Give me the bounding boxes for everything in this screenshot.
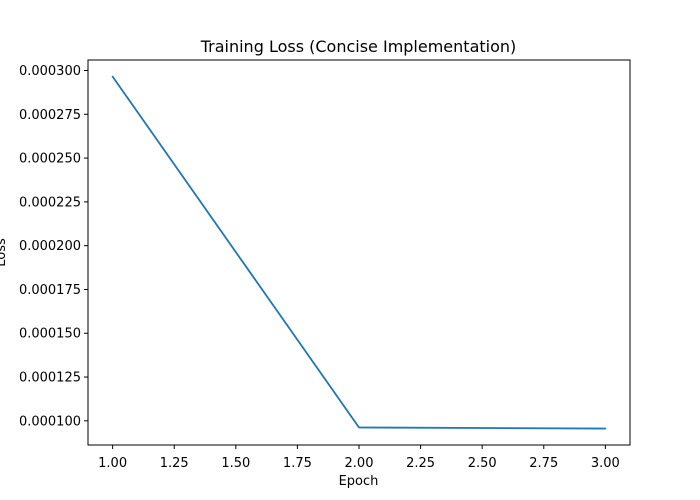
x-tick-label: 1.50: [221, 456, 250, 471]
y-tick-label: 0.000225: [19, 195, 81, 210]
x-tick-label: 2.75: [529, 456, 558, 471]
y-tick-label: 0.000300: [19, 64, 81, 79]
y-tick-label: 0.000250: [19, 152, 81, 167]
y-tick-label: 0.000100: [19, 414, 81, 429]
x-tick-label: 2.00: [345, 456, 374, 471]
y-axis: 0.000100 0.000125 0.000150 0.000175 0.000200…: [19, 64, 88, 429]
x-axis-label: Epoch: [339, 474, 379, 489]
y-tick-label: 0.000150: [19, 327, 81, 342]
x-tick-label: 2.25: [406, 456, 435, 471]
x-tick-label: 3.00: [591, 456, 620, 471]
y-tick-label: 0.000125: [19, 371, 81, 386]
axes-frame: [87, 59, 631, 446]
x-tick-label: 2.50: [468, 456, 497, 471]
x-tick-label: 1.75: [283, 456, 312, 471]
y-axis-label: Loss: [0, 238, 9, 267]
x-tick-label: 1.25: [160, 456, 189, 471]
y-tick-label: 0.000275: [19, 108, 81, 123]
x-tick-label: 1.00: [98, 456, 127, 471]
chart-title: Training Loss (Concise Implementation): [200, 37, 517, 56]
y-tick-label: 0.000175: [19, 283, 81, 298]
y-tick-label: 0.000200: [19, 239, 81, 254]
plot-area: [111, 75, 607, 430]
x-axis: 1.00 1.25 1.50 1.75 2.00 2.25 2.50 2.75 3.00: [98, 445, 620, 471]
series-line-0: [111, 75, 607, 430]
